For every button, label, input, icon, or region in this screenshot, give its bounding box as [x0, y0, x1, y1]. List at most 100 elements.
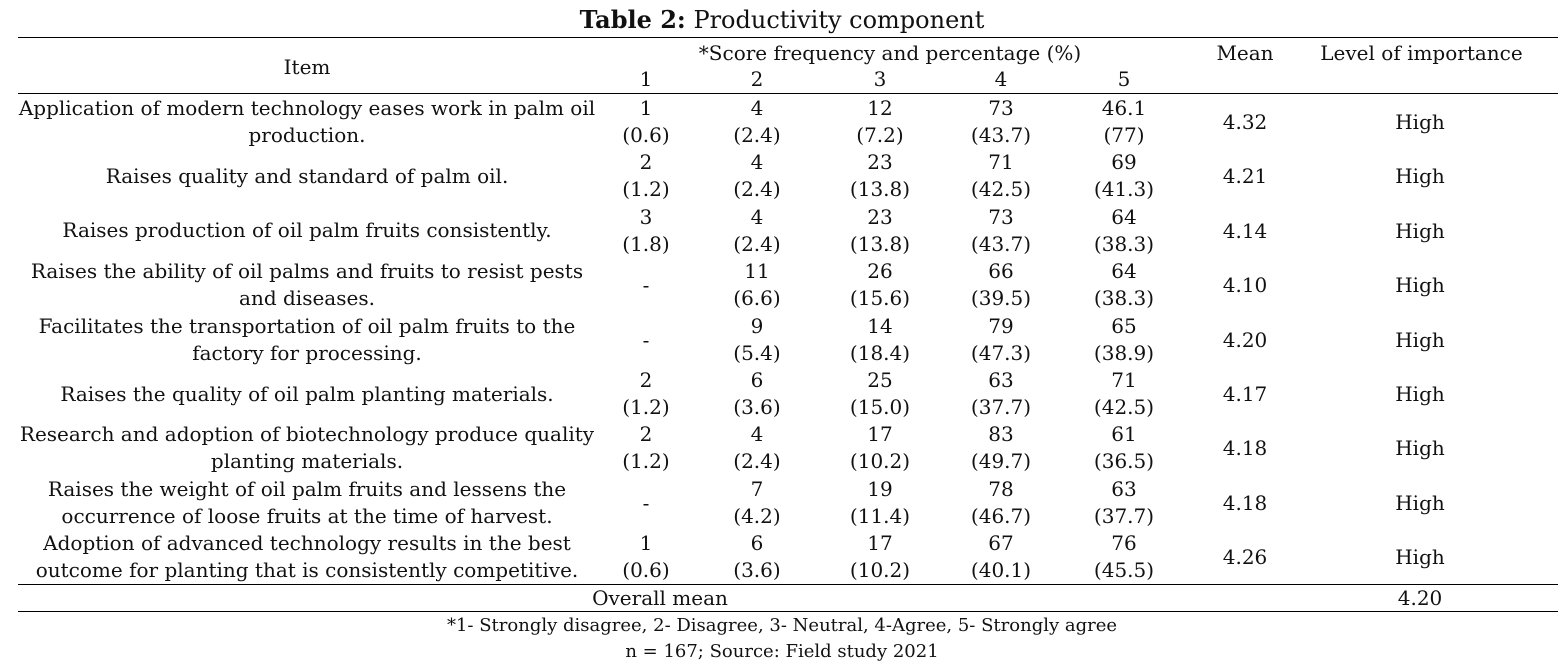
score-frequency: 73: [988, 204, 1014, 229]
score-percentage: (2.4): [733, 177, 781, 202]
score-cell-3: 23 (13.8): [825, 204, 935, 258]
score-cell-4: 78 (46.7): [946, 476, 1056, 530]
score-percentage: (40.1): [970, 558, 1032, 583]
score-percentage: (42.5): [1093, 395, 1155, 419]
score-cell-5: 76 (45.5): [1069, 530, 1179, 584]
score-cell-3: 17 (10.2): [825, 421, 935, 475]
score-frequency: 65: [1111, 313, 1137, 338]
row-level-of-importance: High: [1395, 110, 1445, 134]
score-cell-4: 79 (47.3): [946, 313, 1056, 367]
top-rule: [18, 37, 1558, 38]
score-frequency: 7: [750, 476, 764, 501]
score-frequency: 67: [988, 531, 1014, 556]
overall-rule: [18, 584, 1558, 585]
score-percentage: (2.4): [733, 123, 781, 147]
score-frequency: 14: [867, 313, 893, 338]
header-score-4: 4: [994, 67, 1008, 91]
bottom-rule: [18, 611, 1558, 612]
table-row: Research and adoption of biotechnology p…: [0, 421, 1564, 475]
score-percentage: (49.7): [970, 449, 1032, 474]
score-cell-4: 63 (37.7): [946, 367, 1056, 421]
score-percentage: (2.4): [733, 449, 781, 474]
score-cell-5: 61 (36.5): [1069, 421, 1179, 475]
score-percentage: (0.6): [622, 123, 670, 147]
score-frequency: -: [642, 327, 650, 352]
score-cell-5: 63 (37.7): [1069, 476, 1179, 530]
score-frequency: 4: [750, 150, 764, 175]
row-level-of-importance: High: [1395, 490, 1445, 515]
score-percentage: (13.8): [849, 231, 911, 256]
overall-mean-value: 4.20: [1397, 586, 1443, 610]
score-cell-4: 66 (39.5): [946, 258, 1056, 312]
score-percentage: (37.7): [970, 395, 1032, 419]
row-mean: 4.32: [1222, 110, 1268, 134]
score-cell-2: 6 (3.6): [702, 367, 812, 421]
score-frequency: -: [642, 273, 650, 298]
score-frequency: 66: [988, 259, 1014, 284]
row-level-of-importance: High: [1395, 545, 1445, 570]
score-percentage: (41.3): [1093, 177, 1155, 202]
score-percentage: (38.9): [1093, 340, 1155, 365]
score-frequency: 23: [867, 150, 893, 175]
score-frequency: 25: [867, 368, 893, 392]
score-frequency: 1: [639, 531, 653, 556]
score-cell-5: 64 (38.3): [1069, 258, 1179, 312]
header-item: Item: [283, 55, 331, 79]
header-score-group: *Score frequency and percentage (%): [698, 41, 1082, 65]
score-percentage: (6.6): [733, 286, 781, 311]
score-percentage: (77): [1103, 123, 1145, 147]
score-cell-2: 4 (2.4): [702, 204, 812, 258]
score-percentage: (1.2): [622, 177, 670, 202]
score-frequency: 73: [988, 96, 1014, 120]
header-score-5: 5: [1117, 67, 1131, 91]
table-label: Table 2:: [579, 5, 686, 34]
row-mean: 4.17: [1222, 382, 1268, 406]
score-cell-3: 17 (10.2): [825, 530, 935, 584]
score-percentage: (7.2): [856, 123, 904, 147]
row-item-text: Application of modern technology eases w…: [18, 96, 596, 147]
score-frequency: 2: [639, 150, 653, 175]
score-cell-1: 1 (0.6): [591, 530, 701, 584]
source-note: n = 167; Source: Field study 2021: [625, 641, 939, 662]
score-cell-3: 23 (13.8): [825, 149, 935, 203]
row-level-of-importance: High: [1395, 327, 1445, 352]
score-frequency: 23: [867, 204, 893, 229]
score-cell-1: 1 (0.6): [591, 95, 701, 149]
score-frequency: 17: [867, 531, 893, 556]
score-percentage: (38.3): [1093, 286, 1155, 311]
row-level-of-importance: High: [1395, 436, 1445, 461]
header-score-2: 2: [750, 67, 764, 91]
score-cell-1: 2 (1.2): [591, 367, 701, 421]
score-cell-3: 14 (18.4): [825, 313, 935, 367]
row-level-of-importance: High: [1395, 273, 1445, 298]
score-percentage: (42.5): [970, 177, 1032, 202]
score-frequency: 46.1: [1101, 96, 1147, 120]
row-item-text: Facilitates the transportation of oil pa…: [38, 313, 576, 365]
header-mean: Mean: [1216, 41, 1274, 65]
score-cell-4: 67 (40.1): [946, 530, 1056, 584]
score-percentage: (1.2): [622, 395, 670, 419]
row-item-text: Raises production of oil palm fruits con…: [62, 218, 552, 243]
score-frequency: 61: [1111, 422, 1137, 447]
score-frequency: 64: [1111, 204, 1137, 229]
score-frequency: 71: [1111, 368, 1137, 392]
score-percentage: (39.5): [970, 286, 1032, 311]
score-percentage: (2.4): [733, 231, 781, 256]
score-cell-3: 12 (7.2): [825, 95, 935, 149]
score-percentage: (10.2): [849, 558, 911, 583]
score-frequency: 63: [988, 368, 1014, 392]
row-level-of-importance: High: [1395, 218, 1445, 243]
score-percentage: (11.4): [849, 503, 911, 528]
table-row: Raises the quality of oil palm planting …: [0, 367, 1564, 421]
score-frequency: 64: [1111, 259, 1137, 284]
row-level-of-importance: High: [1395, 382, 1445, 406]
score-percentage: (43.7): [970, 231, 1032, 256]
score-percentage: (5.4): [733, 340, 781, 365]
row-level-of-importance: High: [1395, 164, 1445, 189]
score-cell-5: 46.1 (77): [1069, 95, 1179, 149]
score-frequency: 63: [1111, 476, 1137, 501]
score-legend-note: *1- Strongly disagree, 2- Disagree, 3- N…: [446, 615, 1118, 636]
score-frequency: 4: [750, 96, 764, 120]
score-percentage: (36.5): [1093, 449, 1155, 474]
score-frequency: 71: [988, 150, 1014, 175]
